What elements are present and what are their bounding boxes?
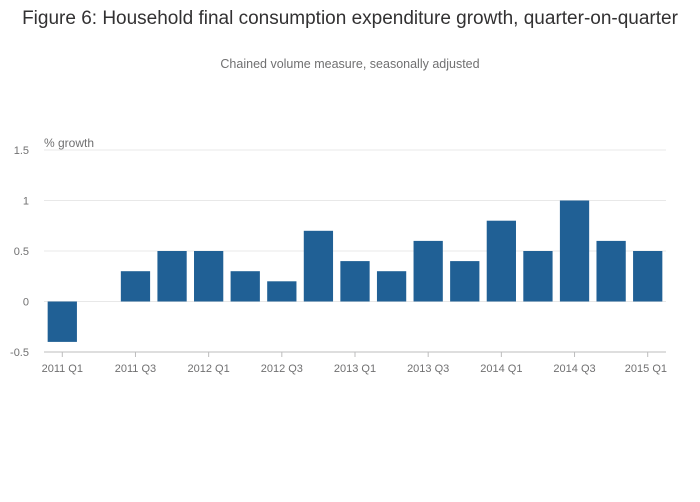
y-tick-label: 1.5: [14, 145, 29, 157]
x-tick-label: 2014 Q1: [480, 363, 522, 375]
bar: [340, 261, 370, 302]
y-tick-label: -0.5: [10, 347, 29, 359]
bars: [47, 200, 663, 342]
bar: [450, 261, 480, 302]
y-tick-label: 1: [23, 196, 29, 208]
y-axis-label: % growth: [44, 136, 94, 150]
bar: [376, 271, 407, 302]
x-tick-label: 2011 Q3: [115, 363, 156, 375]
x-tick-label: 2012 Q1: [188, 363, 230, 375]
bar: [230, 271, 260, 302]
x-tick-label: 2012 Q3: [261, 363, 303, 375]
x-tick-label: 2015 Q1: [625, 363, 667, 375]
chart-subtitle: Chained volume measure, seasonally adjus…: [220, 57, 480, 71]
y-axis-ticks: -0.5 0 0.5 1 1.5: [10, 145, 29, 359]
bar: [559, 200, 590, 302]
x-tick-label: 2013 Q1: [334, 363, 376, 375]
x-tick-label: 2013 Q3: [407, 363, 449, 375]
y-tick-label: 0.5: [14, 246, 29, 258]
chart-title: Figure 6: Household final consumption ex…: [22, 8, 678, 29]
x-axis-ticks: 2011 Q1 2011 Q3 2012 Q1 2012 Q3 2013 Q1 2013 …: [42, 352, 667, 375]
x-tick-label: 2014 Q3: [553, 363, 595, 375]
y-tick-label: 0: [23, 297, 29, 309]
bar: [47, 301, 77, 342]
bar: [633, 251, 663, 302]
bar: [523, 251, 553, 302]
bar: [120, 271, 151, 302]
bar: [267, 281, 297, 302]
x-tick-label: 2011 Q1: [42, 363, 83, 375]
bar: [303, 230, 334, 302]
bar: [157, 251, 187, 302]
bar: [486, 220, 516, 302]
bar: [413, 240, 443, 302]
bar: [194, 251, 224, 302]
bar: [596, 240, 626, 302]
